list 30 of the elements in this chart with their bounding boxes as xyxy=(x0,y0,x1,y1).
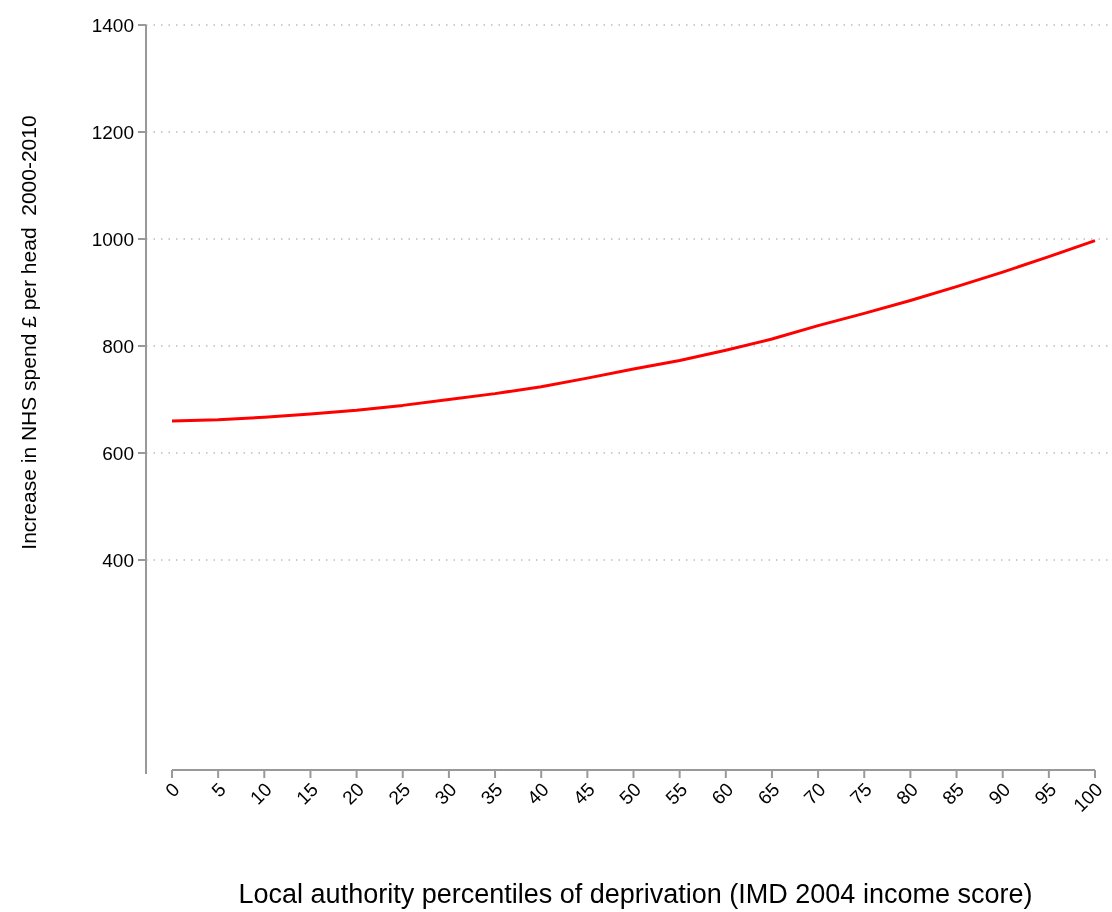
x-tick-label: 20 xyxy=(338,778,369,809)
x-tick-label: 0 xyxy=(161,778,184,802)
x-tick-label: 30 xyxy=(430,778,461,809)
x-tick-label: 65 xyxy=(753,778,784,809)
line-series xyxy=(170,239,1097,423)
y-tick-label: 1400 xyxy=(91,14,134,36)
x-tick-label: 40 xyxy=(522,778,553,809)
x-tick-label: 15 xyxy=(292,778,322,809)
y-tick-label: 600 xyxy=(102,442,134,464)
y-tick-label: 1200 xyxy=(91,121,134,143)
x-tick-label: 80 xyxy=(892,778,922,809)
y-axis-title: Increase in NHS spend £ per head 2000-2010 xyxy=(17,115,40,550)
x-tick-label: 85 xyxy=(938,778,969,809)
y-tick-label: 1000 xyxy=(91,228,134,250)
x-tick-label: 35 xyxy=(476,778,507,809)
x-tick-label: 10 xyxy=(246,778,276,809)
x-tick-label: 75 xyxy=(845,778,876,809)
x-tick-label: 25 xyxy=(384,778,415,809)
x-tick-label: 100 xyxy=(1069,778,1107,816)
x-tick-label: 50 xyxy=(615,778,646,809)
x-tick-label: 55 xyxy=(661,778,692,809)
y-tick-label: 800 xyxy=(102,335,134,357)
x-axis-title: Local authority percentiles of deprivation (IMD 2004 income score) xyxy=(238,879,1033,909)
x-tick-label: 95 xyxy=(1030,778,1061,809)
x-tick-label: 90 xyxy=(984,778,1015,809)
y-tick-label: 400 xyxy=(102,549,134,571)
x-tick-label: 5 xyxy=(207,778,230,802)
x-tick-label: 45 xyxy=(569,778,599,809)
x-tick-label: 60 xyxy=(707,778,738,809)
x-tick-label: 70 xyxy=(799,778,830,809)
